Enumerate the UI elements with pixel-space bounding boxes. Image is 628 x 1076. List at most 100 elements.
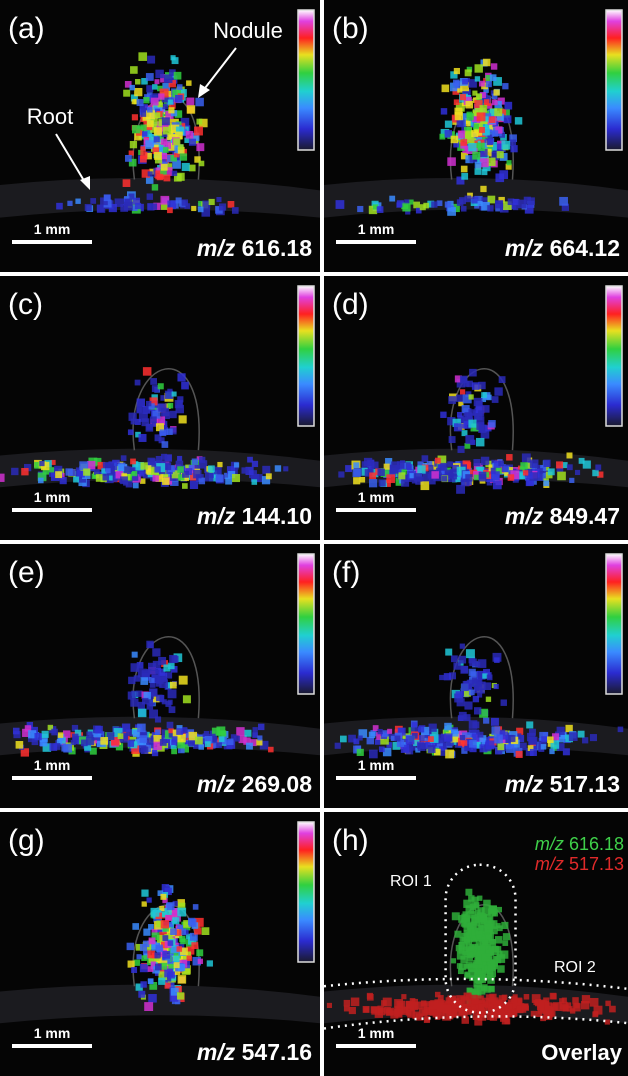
signal-pixel <box>241 467 248 474</box>
signal-pixel <box>578 457 585 464</box>
signal-pixel <box>231 474 241 483</box>
signal-pixel <box>124 198 133 207</box>
signal-pixel <box>574 469 581 476</box>
arrow-head <box>80 176 90 190</box>
signal-pixel <box>353 738 360 745</box>
signal-pixel <box>549 748 555 755</box>
signal-pixel <box>568 732 578 741</box>
signal-pixel <box>459 735 466 741</box>
scale-label: 1 mm <box>34 221 71 237</box>
signal-pixel <box>191 942 199 950</box>
signal-pixel <box>94 469 100 475</box>
signal-pixel <box>170 477 179 486</box>
signal-pixel <box>523 196 531 204</box>
signal-pixel <box>166 428 173 435</box>
signal-pixel <box>172 917 180 925</box>
signal-pixel <box>464 132 472 139</box>
signal-pixel <box>249 739 257 747</box>
signal-pixel <box>529 748 537 756</box>
signal-pixel <box>409 1001 419 1011</box>
signal-pixel <box>91 473 98 480</box>
signal-pixel <box>492 955 498 961</box>
signal-pixel <box>439 133 446 140</box>
signal-pixel <box>460 82 470 92</box>
signal-pixel <box>552 733 560 741</box>
signal-pixel <box>173 71 182 80</box>
signal-pixel <box>480 456 490 466</box>
signal-pixel <box>401 1006 409 1014</box>
signal-pixel <box>155 69 164 79</box>
signal-pixel <box>105 468 111 474</box>
signal-pixel <box>409 473 415 479</box>
signal-pixel <box>461 732 471 741</box>
signal-pixel <box>471 196 479 204</box>
signal-pixel <box>163 74 173 83</box>
signal-pixel <box>131 651 138 658</box>
signal-pixel <box>159 679 168 689</box>
signal-pixel <box>466 380 473 388</box>
signal-pixel <box>580 1000 590 1010</box>
signal-pixel <box>148 134 158 143</box>
signal-pixel <box>500 699 507 706</box>
mz-label: m/z 547.16 <box>197 1039 312 1065</box>
signal-pixel <box>59 477 67 485</box>
signal-pixel <box>180 947 188 956</box>
signal-pixel <box>445 648 453 656</box>
signal-pixel <box>394 999 404 1008</box>
signal-pixel <box>595 464 602 471</box>
signal-pixel <box>441 476 448 482</box>
signal-pixel <box>163 174 171 182</box>
signal-pixel <box>176 84 183 90</box>
signal-pixel <box>157 85 163 92</box>
signal-pixel <box>169 75 178 84</box>
signal-pixel <box>195 97 204 107</box>
signal-pixel <box>136 662 144 669</box>
signal-pixel <box>464 412 472 420</box>
signal-pixel <box>433 748 441 756</box>
signal-pixel <box>161 441 169 448</box>
signal-pixel <box>523 994 530 1000</box>
signal-pixel <box>126 729 134 737</box>
signal-pixel <box>479 105 488 113</box>
signal-pixel <box>161 955 171 965</box>
signal-pixel <box>368 205 378 215</box>
signal-pixel <box>493 460 501 469</box>
signal-pixel <box>450 958 457 964</box>
signal-pixel <box>148 924 154 930</box>
signal-pixel <box>382 997 392 1007</box>
signal-pixel <box>443 673 452 681</box>
signal-pixel <box>215 206 223 214</box>
signal-pixel <box>515 471 524 480</box>
signal-pixel <box>463 380 470 387</box>
signal-pixel <box>84 204 92 212</box>
signal-pixel <box>378 746 385 753</box>
signal-pixel <box>462 146 470 153</box>
signal-pixel <box>34 732 42 741</box>
signal-pixel <box>427 472 435 479</box>
signal-pixel <box>175 126 185 136</box>
signal-pixel <box>170 124 180 134</box>
signal-pixel <box>459 389 466 395</box>
signal-pixel <box>451 912 460 921</box>
signal-pixel <box>418 1008 428 1017</box>
signal-pixel <box>540 744 547 750</box>
signal-pixel <box>173 955 180 962</box>
signal-pixel <box>153 741 162 751</box>
panel-label: (d) <box>332 288 369 321</box>
signal-pixel <box>517 199 527 209</box>
signal-pixel <box>478 1003 487 1013</box>
signal-pixel <box>167 200 177 210</box>
signal-pixel <box>162 103 169 110</box>
signal-pixel <box>167 142 176 151</box>
signal-pixel <box>465 155 474 164</box>
signal-pixel <box>465 944 475 953</box>
signal-pixel <box>151 929 158 936</box>
signal-pixel <box>65 468 73 476</box>
signal-pixel <box>478 381 486 390</box>
signal-pixel <box>464 972 471 979</box>
signal-pixel <box>142 405 151 414</box>
signal-pixel <box>453 141 459 148</box>
signal-pixel <box>464 701 473 710</box>
mz-value: 269.08 <box>242 771 313 797</box>
panel-label: (e) <box>8 556 45 589</box>
